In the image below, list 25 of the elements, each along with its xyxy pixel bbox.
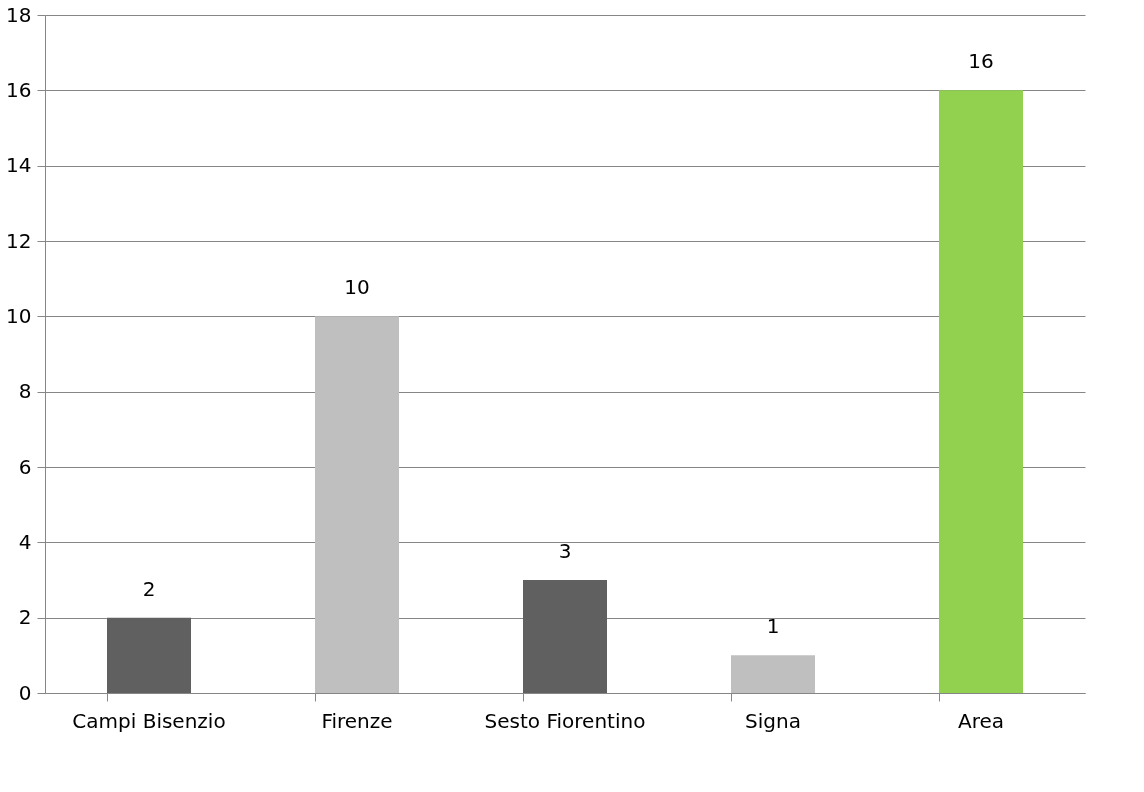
bar — [523, 580, 607, 693]
data-label: 10 — [344, 275, 370, 300]
x-tick-label: Firenze — [321, 708, 393, 733]
x-tick-label: Campi Bisenzio — [72, 708, 226, 733]
y-tick-label: 6 — [18, 454, 32, 479]
data-label: 1 — [766, 614, 780, 639]
bar — [731, 655, 815, 693]
x-tick-label: Area — [957, 708, 1005, 733]
x-tick-label: Signa — [745, 708, 801, 733]
y-tick-label: 14 — [6, 153, 32, 178]
data-label: 3 — [558, 539, 572, 563]
bar — [107, 617, 191, 693]
y-tick-label: 2 — [18, 605, 32, 630]
bar — [939, 90, 1023, 693]
data-label: 2 — [142, 576, 156, 601]
y-tick-label: 4 — [18, 529, 32, 554]
y-tick-label: 0 — [18, 680, 32, 705]
bar — [315, 316, 399, 693]
y-tick-label: 16 — [6, 77, 32, 102]
x-tick-label: Sesto Fiorentino — [484, 708, 646, 733]
y-tick-label: 18 — [6, 2, 32, 27]
data-label: 16 — [968, 49, 994, 74]
y-tick-label: 8 — [18, 379, 32, 404]
y-tick-label: 10 — [6, 303, 32, 328]
y-tick-label: 12 — [6, 228, 32, 253]
